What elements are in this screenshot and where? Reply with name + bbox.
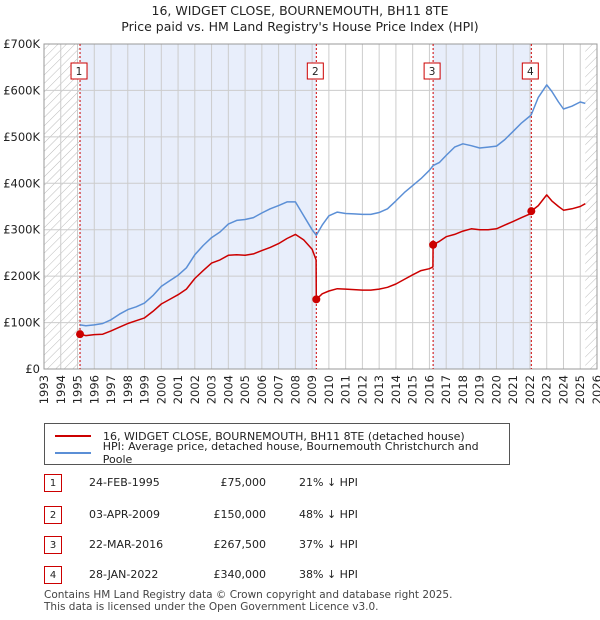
x-tick-label: 2001 xyxy=(171,375,185,404)
sale-hpi-diff: 38% ↓ HPI xyxy=(299,568,358,581)
x-tick-label: 2010 xyxy=(322,375,336,404)
legend-label-property: 16, WIDGET CLOSE, BOURNEMOUTH, BH11 8TE … xyxy=(103,429,465,443)
x-tick-label: 2002 xyxy=(188,375,202,404)
y-tick-label: £100K xyxy=(3,316,40,330)
x-tick-label: 2017 xyxy=(439,375,453,404)
x-tick-label: 2006 xyxy=(255,375,269,404)
ownership-span xyxy=(80,44,317,369)
chart-subtitle: Price paid vs. HM Land Registry's House … xyxy=(121,19,479,34)
sale-marker-box xyxy=(521,62,539,80)
sale-marker-label: 1 xyxy=(76,66,83,78)
sale-point xyxy=(312,295,321,304)
sale-number-badge: 1 xyxy=(44,474,62,492)
x-tick-label: 2019 xyxy=(473,375,487,404)
x-tick-label: 2020 xyxy=(489,375,503,404)
x-tick-label: 1997 xyxy=(104,375,118,404)
x-tick-label: 2016 xyxy=(422,375,436,404)
x-tick-label: 2004 xyxy=(221,375,235,404)
x-tick-label: 2025 xyxy=(573,375,587,404)
footer-copyright: Contains HM Land Registry data © Crown c… xyxy=(44,589,453,601)
x-tick-label: 1999 xyxy=(138,375,152,404)
sale-number-badge: 2 xyxy=(44,506,62,524)
x-tick-label: 2021 xyxy=(506,375,520,404)
sale-date: 28-JAN-2022 xyxy=(89,568,159,581)
y-tick-label: £400K xyxy=(3,176,40,190)
table-row: 3 22-MAR-2016 £267,500 37% ↓ HPI xyxy=(44,536,404,556)
x-tick-label: 2005 xyxy=(238,375,252,404)
table-row: 1 24-FEB-1995 £75,000 21% ↓ HPI xyxy=(44,474,404,494)
legend-item-property: 16, WIDGET CLOSE, BOURNEMOUTH, BH11 8TE … xyxy=(55,428,465,444)
sale-marker-label: 3 xyxy=(429,66,436,78)
y-tick-label: £700K xyxy=(3,37,40,51)
sale-marker-label: 4 xyxy=(527,66,534,78)
sale-number-badge: 3 xyxy=(44,536,62,554)
x-tick-label: 2013 xyxy=(372,375,386,404)
sale-price: £267,500 xyxy=(213,538,267,551)
x-tick-label: 2018 xyxy=(456,375,470,404)
x-tick-label: 2008 xyxy=(288,375,302,404)
sale-marker-label: 2 xyxy=(312,66,319,78)
plot-frame xyxy=(43,43,598,370)
property-price-line xyxy=(79,194,586,337)
x-tick-label: 2003 xyxy=(205,375,219,404)
sale-point xyxy=(76,330,85,339)
x-tick-label: 1994 xyxy=(54,375,68,404)
hpi-line xyxy=(79,84,586,327)
hatched-span xyxy=(44,44,81,369)
chart-title: 16, WIDGET CLOSE, BOURNEMOUTH, BH11 8TE xyxy=(151,3,449,18)
legend-swatch-property xyxy=(55,435,91,437)
sale-number-badge: 4 xyxy=(44,566,62,584)
x-tick-label: 1998 xyxy=(121,375,135,404)
x-tick-label: 1996 xyxy=(87,375,101,404)
y-tick-label: £600K xyxy=(3,83,40,97)
sale-hpi-diff: 21% ↓ HPI xyxy=(299,476,358,489)
x-tick-label: 2009 xyxy=(305,375,319,404)
sale-point xyxy=(429,240,438,249)
sale-date: 24-FEB-1995 xyxy=(89,476,160,489)
x-tick-label: 2011 xyxy=(339,375,353,404)
legend-label-hpi: HPI: Average price, detached house, Bour… xyxy=(102,440,479,466)
chart-legend: 16, WIDGET CLOSE, BOURNEMOUTH, BH11 8TE … xyxy=(44,423,510,466)
table-row: 4 28-JAN-2022 £340,000 38% ↓ HPI xyxy=(44,566,404,586)
x-tick-label: 1993 xyxy=(37,375,51,404)
x-tick-label: 2022 xyxy=(523,375,537,404)
sale-point xyxy=(527,207,536,216)
x-tick-label: 2026 xyxy=(590,375,600,404)
y-tick-label: £200K xyxy=(3,269,40,283)
x-tick-label: 2014 xyxy=(389,375,403,404)
legend-swatch-hpi xyxy=(55,452,91,454)
x-tick-label: 2000 xyxy=(154,375,168,404)
sale-date: 22-MAR-2016 xyxy=(89,538,164,551)
x-tick-label: 2012 xyxy=(355,375,369,404)
sale-marker-box xyxy=(306,62,324,80)
sale-marker-box xyxy=(70,62,88,80)
price-chart: £0 £100K £200K £300K £400K £500K £600K £700K 199… xyxy=(3,37,600,404)
sale-marker-box xyxy=(423,62,441,80)
sale-price: £340,000 xyxy=(213,568,267,581)
sale-price: £75,000 xyxy=(220,476,267,489)
x-tick-label: 2007 xyxy=(272,375,286,404)
x-tick-label: 2015 xyxy=(406,375,420,404)
y-tick-label: £0 xyxy=(25,362,40,376)
x-tick-label: 2023 xyxy=(540,375,554,404)
ownership-span xyxy=(433,44,532,369)
sale-price: £150,000 xyxy=(213,508,267,521)
hatched-span xyxy=(585,44,597,369)
y-tick-label: £300K xyxy=(3,223,40,237)
table-row: 2 03-APR-2009 £150,000 48% ↓ HPI xyxy=(44,506,404,526)
x-tick-label: 2024 xyxy=(556,375,570,404)
y-tick-label: £500K xyxy=(3,130,40,144)
x-tick-label: 1995 xyxy=(71,375,85,404)
sale-hpi-diff: 48% ↓ HPI xyxy=(299,508,358,521)
footer-license: This data is licensed under the Open Gov… xyxy=(44,601,379,613)
sale-hpi-diff: 37% ↓ HPI xyxy=(299,538,358,551)
legend-item-hpi: HPI: Average price, detached house, Bour… xyxy=(55,440,509,466)
sale-date: 03-APR-2009 xyxy=(89,508,161,521)
